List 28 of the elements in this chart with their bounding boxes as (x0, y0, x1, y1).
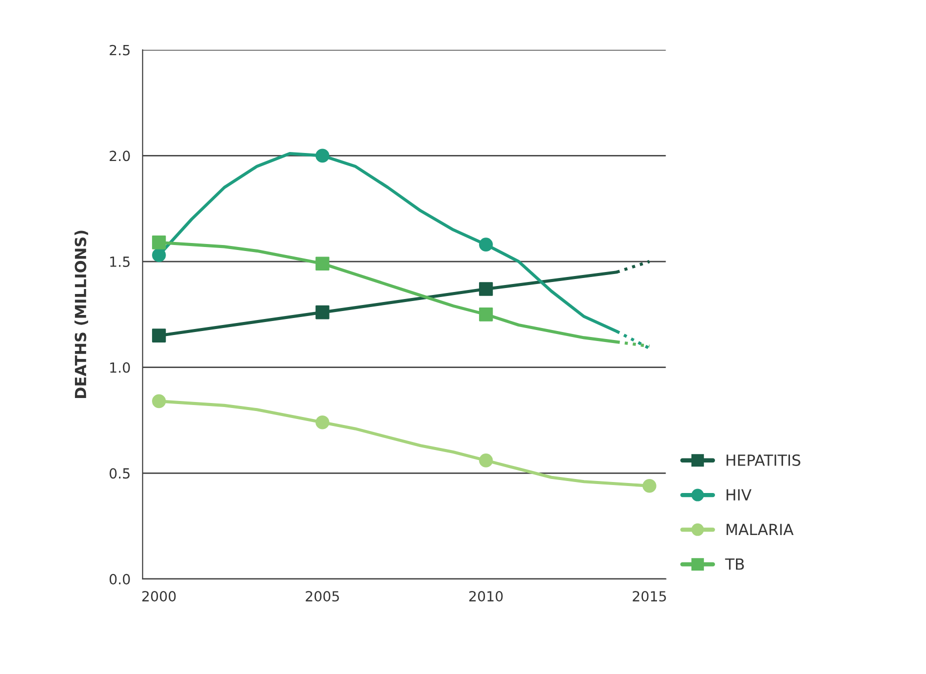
legend-label: HEPATITIS (726, 454, 800, 466)
y-tick-label: 1.5 (110, 256, 130, 267)
y-tick-label: 2.5 (110, 44, 130, 56)
y-tick-label: 0.0 (110, 574, 130, 584)
point (479, 308, 493, 322)
legend-label: MALARIA (726, 524, 794, 536)
point (152, 328, 166, 342)
point (479, 238, 493, 252)
y-tick-label: 1.0 (110, 362, 130, 373)
point (479, 282, 493, 296)
y-axis-title: DEATHS (MILLIONS) (74, 230, 88, 398)
legend-label: HIV (726, 489, 752, 500)
x-tick-label: 2000 (142, 591, 176, 602)
x-tick-label: 2005 (306, 591, 339, 602)
legend-label: TB (725, 558, 744, 570)
point (316, 415, 330, 430)
point (152, 236, 166, 250)
point (152, 248, 166, 262)
point (316, 256, 330, 271)
point (152, 394, 166, 408)
y-tick-label: 0.5 (110, 468, 130, 479)
y-tick-label: 2.0 (110, 150, 130, 162)
point (316, 148, 330, 163)
point (642, 478, 656, 493)
point (479, 454, 493, 468)
x-tick-label: 2010 (469, 591, 503, 602)
x-tick-label: 2015 (632, 591, 666, 602)
point (316, 305, 330, 320)
